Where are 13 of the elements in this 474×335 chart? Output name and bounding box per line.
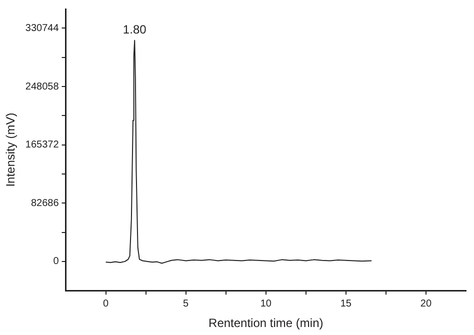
y-tick-label: 165372 [25, 140, 60, 151]
annotation: 1.80 [122, 22, 147, 37]
x-axis-title: Rentention time (min) [208, 316, 324, 330]
y-tick-label: 0 [53, 256, 60, 268]
y-axis-title: Intensity (mV) [4, 112, 18, 187]
x-tick-label: 10 [260, 298, 272, 310]
y-tick-label: 82686 [30, 198, 60, 209]
x-tick-label: 20 [420, 298, 432, 310]
x-tick-label: 0 [103, 298, 110, 310]
x-tick-label: 15 [340, 298, 352, 310]
y-tick-label: 248058 [25, 81, 60, 92]
y-tick-label: 330744 [25, 22, 60, 34]
x-tick-label: 5 [183, 298, 190, 310]
